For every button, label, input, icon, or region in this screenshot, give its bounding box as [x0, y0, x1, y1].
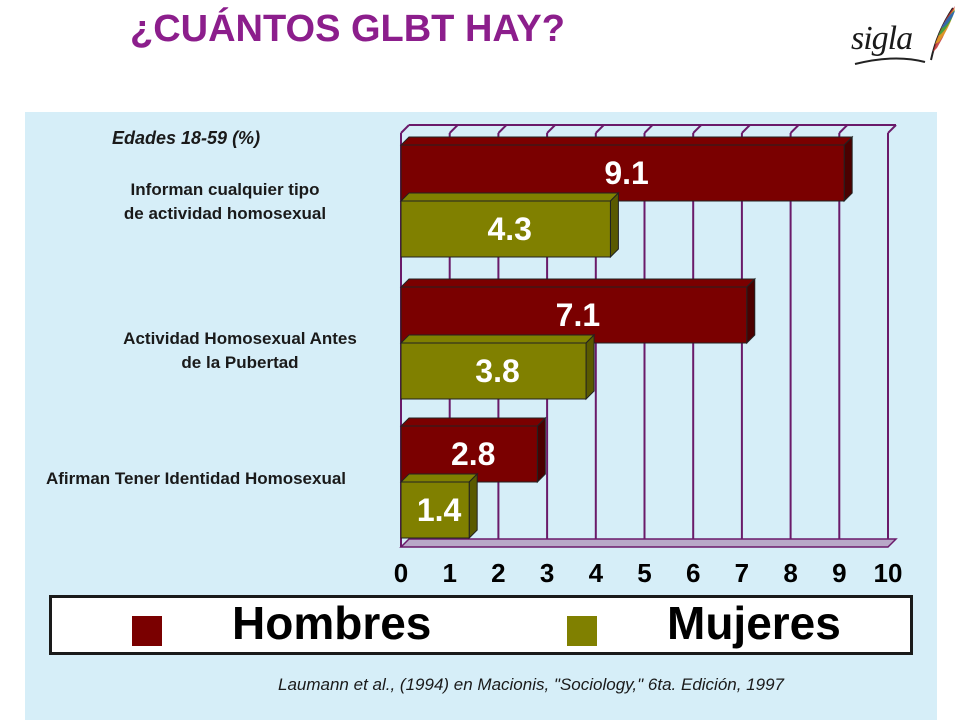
- legend-label-mujeres: Mujeres: [667, 597, 841, 649]
- sigla-logo: sigla: [845, 2, 957, 72]
- legend: Hombres Mujeres: [49, 595, 913, 655]
- bar: [400, 144, 845, 202]
- gridline: [789, 124, 800, 134]
- bar-top-face: [399, 473, 479, 483]
- gridline: [595, 124, 605, 134]
- bar-top-face: [399, 136, 854, 146]
- x-tick-label: 9: [832, 558, 846, 588]
- x-tick-label: 10: [874, 558, 903, 588]
- data-label: 7.1: [556, 297, 600, 333]
- x-tick-label: 4: [589, 558, 604, 588]
- gridline: [448, 124, 459, 134]
- chart-subtitle: Edades 18-59 (%): [112, 128, 261, 148]
- bar-top-face: [399, 192, 620, 202]
- data-label: 1.4: [417, 492, 462, 528]
- category-label-line: Afirman Tener Identidad Homosexual: [45, 469, 347, 488]
- bar: [400, 200, 611, 258]
- category-label-line: Actividad Homosexual Antes: [123, 329, 357, 348]
- data-label: 4.3: [487, 211, 531, 247]
- gridline: [497, 124, 508, 134]
- data-label: 3.8: [475, 353, 519, 389]
- gridline: [741, 124, 751, 134]
- category-label-line: de la Pubertad: [181, 353, 299, 372]
- floor: [399, 538, 898, 548]
- feather-icon: [854, 6, 955, 65]
- legend-swatch-hombres: [132, 616, 162, 646]
- legend-label-hombres: Hombres: [232, 597, 432, 649]
- category-label: Afirman Tener Identidad Homosexual: [4, 467, 388, 491]
- gridline: [400, 124, 410, 134]
- bar-side-face: [746, 277, 756, 345]
- x-tick-label: 0: [394, 558, 408, 588]
- bar-side-face: [585, 333, 595, 401]
- gridline: [887, 124, 897, 134]
- slide-title: ¿CUÁNTOS GLBT HAY?: [130, 8, 565, 50]
- x-tick-label: 7: [735, 558, 749, 588]
- bar-top-face: [399, 278, 756, 288]
- x-tick-label: 5: [637, 558, 651, 588]
- bar: [400, 481, 470, 539]
- category-label: Actividad Homosexual Antes de la Puberta…: [90, 327, 390, 375]
- category-label-line: de actividad homosexual: [123, 204, 327, 223]
- category-label: Informan cualquier tipo de actividad hom…: [85, 178, 365, 226]
- source-citation: Laumann et al., (1994) en Macionis, "Soc…: [278, 675, 784, 694]
- bar-side-face: [468, 472, 478, 540]
- logo-text: sigla: [851, 20, 913, 57]
- gridline: [546, 124, 556, 134]
- bar-side-face: [536, 416, 546, 484]
- gridline: [838, 124, 849, 134]
- gridline: [643, 124, 654, 134]
- x-tick-label: 8: [783, 558, 797, 588]
- bar-top-face: [399, 334, 596, 344]
- bar-top-face: [399, 417, 547, 427]
- x-tick-label: 3: [540, 558, 554, 588]
- legend-swatch-mujeres: [567, 616, 597, 646]
- x-tick-label: 1: [442, 558, 456, 588]
- data-label: 2.8: [451, 436, 495, 472]
- bar-side-face: [609, 191, 619, 259]
- bar: [400, 425, 538, 483]
- bar: [400, 342, 587, 400]
- category-label-line: Informan cualquier tipo: [130, 180, 320, 199]
- x-tick-label: 2: [491, 558, 505, 588]
- data-label: 9.1: [604, 155, 648, 191]
- x-tick-label: 6: [686, 558, 700, 588]
- gridline: [692, 124, 702, 134]
- bar-side-face: [843, 135, 853, 203]
- bar: [400, 286, 748, 344]
